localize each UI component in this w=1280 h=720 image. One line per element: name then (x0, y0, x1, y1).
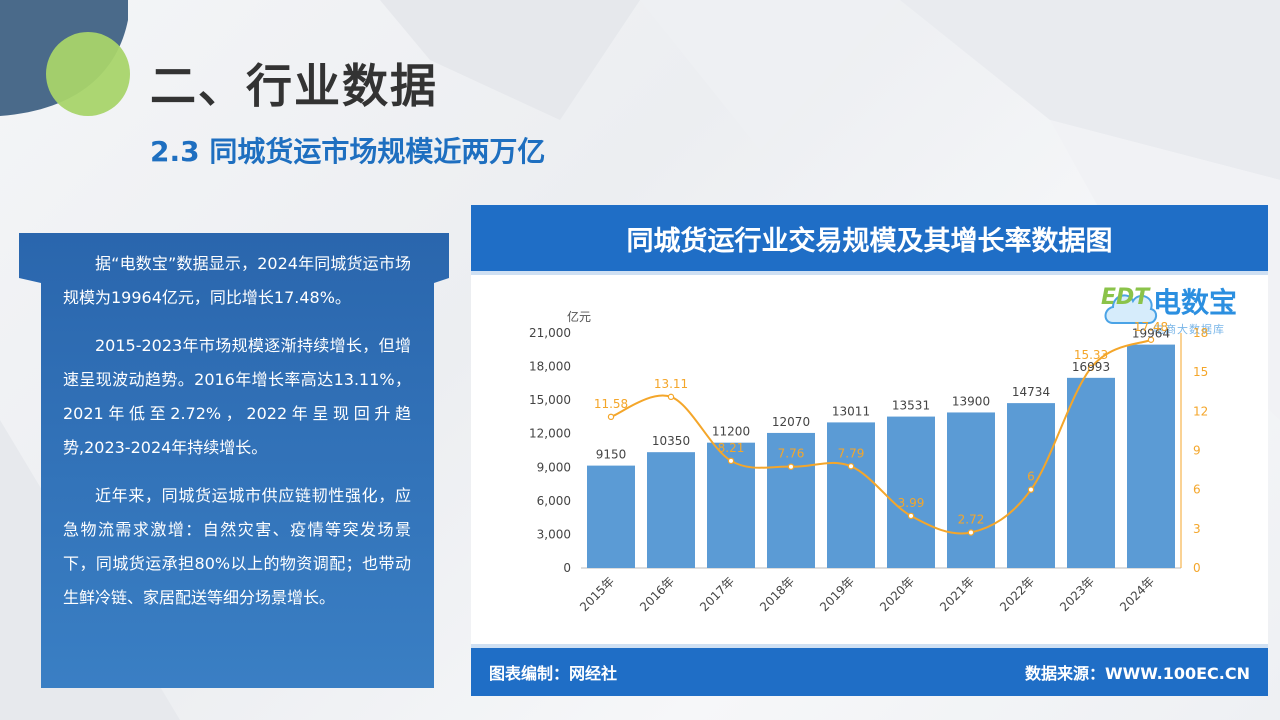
bar (887, 416, 935, 568)
bar-value-label: 13011 (832, 404, 870, 418)
bar (947, 412, 995, 568)
growth-rate-label: 11.58 (594, 397, 628, 411)
y2-tick-label: 9 (1193, 444, 1201, 458)
x-tick-label: 2020年 (877, 574, 917, 614)
cloud-icon (1104, 294, 1157, 324)
text-panel: 据“电数宝”数据显示，2024年同城货运市场规模为19964亿元，同比增长17.… (19, 233, 449, 688)
growth-rate-label: 17.48 (1134, 320, 1168, 334)
growth-rate-label: 8.21 (718, 441, 745, 455)
x-tick-label: 2023年 (1057, 574, 1097, 614)
x-tick-label: 2017年 (697, 574, 737, 614)
growth-rate-point (847, 463, 855, 470)
chart-footer: 图表编制：网经社 数据来源：WWW.100EC.CN (471, 644, 1268, 696)
growth-rate-label: 3.99 (898, 496, 925, 510)
y-tick-label: 21,000 (529, 326, 571, 340)
y-tick-label: 12,000 (529, 427, 571, 441)
x-tick-label: 2021年 (937, 574, 977, 614)
y-tick-label: 9,000 (537, 460, 571, 474)
chart-svg: 亿元 0 3,000 6,000 9,000 12,000 15,000 18,000 21,0… (529, 309, 1208, 614)
y-tick-label: 6,000 (537, 494, 571, 508)
bar-value-label: 9150 (596, 448, 627, 462)
bar-value-label: 10350 (652, 434, 690, 448)
y-tick-label: 0 (563, 561, 571, 575)
growth-rate-label: 2.72 (958, 512, 985, 526)
growth-rate-label: 13.11 (654, 377, 688, 391)
y2-tick-label: 18 (1193, 326, 1208, 340)
paragraph: 2015-2023年市场规模逐渐持续增长，但增速呈现波动趋势。2016年增长率高… (63, 336, 411, 457)
paragraph: 据“电数宝”数据显示，2024年同城货运市场规模为19964亿元，同比增长17.… (63, 254, 411, 307)
bar (647, 452, 695, 568)
growth-rate-point (1027, 486, 1035, 493)
footer-source: 数据来源：WWW.100EC.CN (1024, 664, 1250, 683)
page-title: 二、行业数据 (150, 59, 438, 113)
bar-value-label: 13531 (892, 399, 930, 413)
logo-mark: EDT (1101, 285, 1150, 310)
y2-tick-label: 3 (1193, 522, 1201, 536)
bar-value-label: 13900 (952, 394, 990, 408)
page-subtitle: 2.3 同城货运市场规模近两万亿 (150, 135, 546, 168)
x-tick-label: 2015年 (577, 574, 617, 614)
chart-card: 同城货运行业交易规模及其增长率数据图 EDT 电数宝 电商大数据库 亿元 0 3,0… (471, 205, 1268, 696)
logo-main: 电数宝 (1153, 286, 1238, 319)
growth-rate-line (610, 338, 1152, 535)
y2-tick-label: 15 (1193, 365, 1208, 379)
x-tick-label: 2022年 (997, 574, 1037, 614)
x-tick-label: 2019年 (817, 574, 857, 614)
bar (587, 465, 635, 568)
growth-rate-label: 15.33 (1074, 348, 1108, 362)
x-tick-label: 2018年 (757, 574, 797, 614)
y2-tick-label: 0 (1193, 561, 1201, 575)
growth-rate-point (727, 457, 735, 465)
bar-value-label: 11200 (712, 425, 750, 439)
growth-rate-label: 6 (1027, 470, 1035, 484)
chart-title: 同城货运行业交易规模及其增长率数据图 (471, 205, 1268, 275)
growth-rate-point (967, 529, 975, 536)
growth-rate-point (1087, 364, 1095, 372)
bar-value-label: 14734 (1012, 385, 1050, 399)
y-tick-label: 3,000 (537, 527, 571, 541)
y-tick-label: 15,000 (529, 393, 571, 407)
bar (1007, 403, 1055, 568)
footer-compiler: 图表编制：网经社 (489, 664, 618, 683)
bar-value-label: 16993 (1072, 360, 1110, 374)
growth-rate-point (607, 413, 615, 421)
x-tick-label: 2016年 (637, 574, 677, 614)
y-axis-unit: 亿元 (567, 309, 591, 324)
growth-rate-point (907, 512, 915, 520)
growth-rate-label: 7.76 (778, 447, 805, 461)
growth-rate-point (1147, 336, 1155, 343)
y2-tick-label: 12 (1193, 404, 1208, 418)
text-panel-shape (19, 233, 449, 688)
bar (827, 422, 875, 568)
growth-rate-label: 7.79 (838, 446, 865, 460)
paragraph: 近年来，同城货运城市供应链韧性强化，应急物流需求激增：自然灾害、疫情等突发场景下… (63, 486, 411, 607)
text-panel-body: 据“电数宝”数据显示，2024年同城货运市场规模为19964亿元，同比增长17.… (63, 247, 411, 629)
x-tick-label: 2024年 (1117, 574, 1157, 614)
growth-rate-point (787, 463, 795, 470)
bar (1067, 377, 1115, 568)
bar (767, 432, 815, 568)
decor-green-circle (46, 32, 130, 116)
logo: EDT 电数宝 电商大数据库 (1101, 277, 1266, 343)
y-tick-label: 18,000 (529, 360, 571, 374)
logo-sub: 电商大数据库 (1153, 323, 1225, 336)
bar (1127, 344, 1175, 568)
y2-tick-label: 6 (1193, 483, 1201, 497)
bar-value-label: 12070 (772, 415, 810, 429)
growth-rate-point (667, 393, 675, 401)
bar-value-label: 19964 (1132, 327, 1170, 341)
